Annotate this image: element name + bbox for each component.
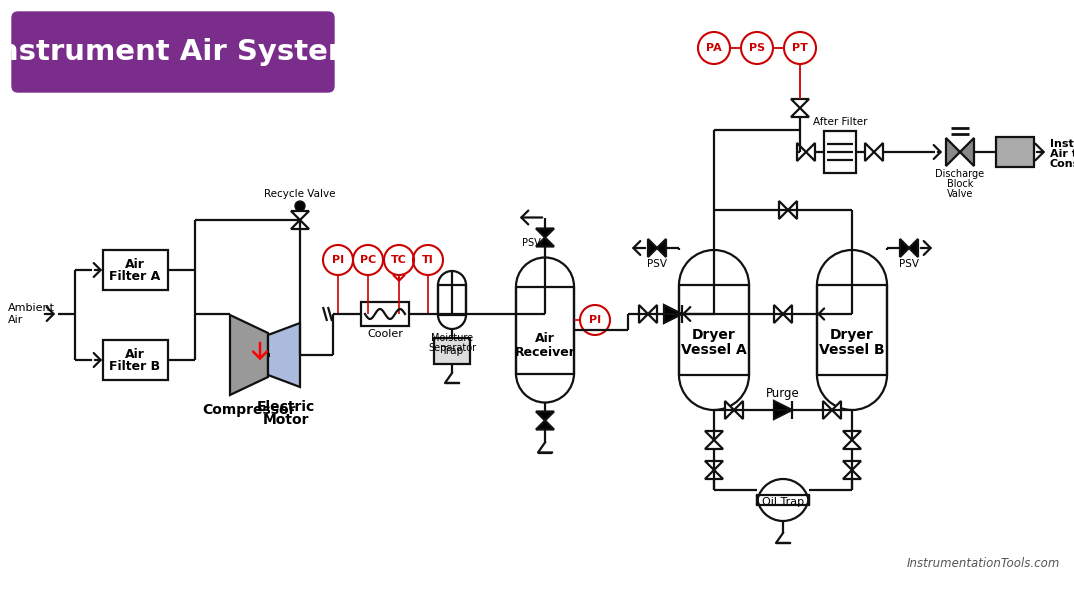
- Text: Electric: Electric: [257, 400, 315, 414]
- Text: Consumers: Consumers: [1050, 159, 1074, 169]
- Text: PSV: PSV: [899, 259, 919, 269]
- Polygon shape: [291, 220, 309, 229]
- Polygon shape: [774, 401, 792, 419]
- Text: Purge: Purge: [766, 387, 800, 401]
- Text: Air to: Air to: [1050, 149, 1074, 159]
- Polygon shape: [946, 138, 960, 166]
- Polygon shape: [734, 401, 743, 419]
- Polygon shape: [797, 143, 806, 161]
- Polygon shape: [832, 401, 841, 419]
- Polygon shape: [783, 305, 792, 323]
- Text: PI: PI: [332, 255, 344, 265]
- Text: Compressor: Compressor: [202, 403, 295, 417]
- Text: Dryer: Dryer: [692, 328, 736, 342]
- Polygon shape: [823, 401, 832, 419]
- Polygon shape: [536, 411, 554, 420]
- Text: Separator: Separator: [427, 343, 476, 353]
- Polygon shape: [790, 108, 809, 117]
- Bar: [679, 285, 749, 375]
- Text: Vessel B: Vessel B: [819, 343, 885, 357]
- Text: Air: Air: [535, 331, 555, 344]
- Bar: [102, 250, 168, 290]
- Bar: [996, 137, 1034, 167]
- Polygon shape: [705, 440, 723, 449]
- Text: Filter A: Filter A: [110, 270, 161, 284]
- Text: PI: PI: [589, 315, 601, 325]
- Bar: [824, 131, 856, 173]
- Polygon shape: [705, 470, 723, 479]
- Polygon shape: [843, 431, 861, 440]
- Polygon shape: [790, 99, 809, 108]
- Text: Motor: Motor: [263, 413, 309, 427]
- Polygon shape: [657, 239, 666, 257]
- Text: Air: Air: [8, 315, 24, 325]
- Bar: [102, 340, 168, 380]
- Text: PSV: PSV: [647, 259, 667, 269]
- Text: Filter B: Filter B: [110, 361, 160, 374]
- Polygon shape: [664, 305, 682, 323]
- Polygon shape: [268, 323, 300, 387]
- Polygon shape: [648, 239, 657, 257]
- Polygon shape: [806, 143, 815, 161]
- Text: TI: TI: [422, 255, 434, 265]
- Polygon shape: [536, 420, 554, 429]
- Text: Dryer: Dryer: [830, 328, 874, 342]
- Bar: [438, 285, 466, 315]
- Text: After Filter: After Filter: [813, 117, 867, 127]
- Text: Instrument: Instrument: [1050, 139, 1074, 149]
- Text: InstrumentationTools.com: InstrumentationTools.com: [906, 557, 1060, 570]
- Text: PC: PC: [360, 255, 376, 265]
- Polygon shape: [788, 201, 797, 219]
- Polygon shape: [900, 239, 909, 257]
- FancyBboxPatch shape: [12, 12, 334, 92]
- Polygon shape: [865, 143, 874, 161]
- Circle shape: [295, 201, 305, 211]
- Text: Recycle Valve: Recycle Valve: [264, 189, 336, 199]
- Polygon shape: [230, 315, 268, 395]
- Polygon shape: [843, 461, 861, 470]
- Polygon shape: [774, 305, 783, 323]
- Bar: [516, 287, 574, 374]
- Polygon shape: [874, 143, 883, 161]
- Polygon shape: [779, 201, 788, 219]
- Text: Receiver: Receiver: [514, 346, 576, 359]
- Text: Discharge: Discharge: [935, 169, 985, 179]
- Polygon shape: [725, 401, 734, 419]
- Polygon shape: [705, 461, 723, 470]
- Bar: [361, 302, 409, 326]
- Text: Instrument Air System: Instrument Air System: [0, 38, 359, 66]
- Text: Air: Air: [125, 349, 145, 362]
- Text: PSV: PSV: [522, 238, 540, 248]
- Polygon shape: [291, 211, 309, 220]
- Text: Air: Air: [125, 259, 145, 272]
- Bar: [434, 338, 470, 364]
- Text: Moisture: Moisture: [431, 333, 473, 343]
- Polygon shape: [843, 440, 861, 449]
- Text: PA: PA: [706, 43, 722, 53]
- Text: Oil Trap: Oil Trap: [761, 497, 804, 507]
- Polygon shape: [536, 238, 554, 247]
- Text: Cooler: Cooler: [367, 329, 403, 339]
- Bar: [757, 495, 809, 505]
- Polygon shape: [843, 470, 861, 479]
- Text: Block: Block: [947, 179, 973, 189]
- Polygon shape: [648, 305, 657, 323]
- Text: TC: TC: [391, 255, 407, 265]
- Text: Vessel A: Vessel A: [681, 343, 746, 357]
- Text: Ambient: Ambient: [8, 303, 55, 313]
- Text: PS: PS: [749, 43, 765, 53]
- Polygon shape: [960, 138, 974, 166]
- Polygon shape: [705, 431, 723, 440]
- Text: Trap: Trap: [441, 346, 463, 356]
- Bar: [817, 285, 887, 375]
- Polygon shape: [909, 239, 918, 257]
- Polygon shape: [536, 229, 554, 238]
- Polygon shape: [639, 305, 648, 323]
- Text: PT: PT: [792, 43, 808, 53]
- Text: Valve: Valve: [947, 189, 973, 199]
